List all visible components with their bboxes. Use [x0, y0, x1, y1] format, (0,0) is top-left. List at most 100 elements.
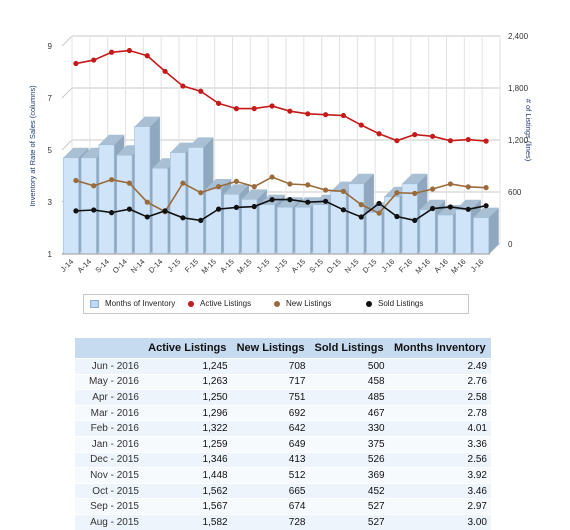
series-point	[144, 199, 150, 205]
series-point	[215, 100, 222, 106]
table-value-cell: 649	[231, 435, 310, 453]
chart: 1 3 5 7 9 0 600 1,200 1,800 2,400 J-14 A-14 S-14 O-14…	[28, 32, 533, 276]
table-month-cell: Feb - 2016	[75, 420, 143, 437]
legend-swatch	[90, 299, 99, 308]
series-point	[162, 208, 168, 214]
x-tick-label: S-14	[93, 257, 111, 275]
bar-top	[455, 199, 481, 210]
series-point	[180, 83, 186, 89]
series-point	[215, 206, 222, 212]
bar	[437, 214, 454, 255]
series-point	[269, 197, 275, 203]
bar-top	[348, 173, 374, 184]
data-table-container: Active Listings New Listings Sold Listings…	[75, 338, 491, 530]
series-point	[483, 185, 489, 191]
table-value-cell: 369	[309, 467, 389, 484]
x-tick-label: N-15	[343, 257, 361, 275]
h-gridline-3d	[61, 139, 73, 151]
y-right-tick-label: 2,400	[508, 32, 529, 41]
y-left-axis-title: Inventory at Rate of Sales (columns)	[28, 85, 37, 207]
table-column-header: Sold Listings	[309, 338, 389, 359]
x-tick-label: M-15	[200, 257, 218, 275]
table-value-cell: 1,250	[143, 389, 232, 406]
series-point	[394, 190, 400, 196]
series-point	[73, 208, 79, 214]
table-value-cell: 1,582	[143, 513, 232, 530]
bar	[169, 152, 186, 255]
series-point	[126, 180, 133, 186]
bar	[223, 193, 240, 255]
table-value-cell: 1,322	[143, 420, 232, 437]
series-point	[91, 57, 97, 63]
bar	[330, 191, 347, 255]
data-table: Active Listings New Listings Sold Listings…	[75, 338, 491, 530]
table-value-cell: 717	[231, 373, 310, 390]
legend-label: Months of Inventory	[105, 299, 176, 308]
y-left-tick-label: 1	[48, 250, 53, 259]
y-right-axis-title: # of Listings (lines)	[524, 99, 533, 162]
series-point	[447, 138, 454, 144]
y-right-tick-label: 1,200	[508, 136, 529, 145]
table-row: Feb - 2016 1,322 642 330 4.01	[75, 420, 491, 437]
bar-top	[419, 199, 446, 210]
series-point	[269, 103, 275, 109]
y-left-tick-label: 9	[48, 42, 53, 51]
y-right-tick-label: 1,800	[508, 84, 529, 93]
table-row: Apr - 2016 1,250 751 485 2.58	[75, 389, 491, 406]
table-value-cell: 728	[231, 513, 310, 530]
series-point	[108, 210, 115, 216]
chart-legend: Months of Inventory Active Listings New Li…	[83, 294, 469, 314]
table-month-cell: Jun - 2016	[75, 358, 143, 375]
y-right-tick-label: 0	[508, 240, 513, 249]
series-point	[287, 197, 293, 203]
x-tick-label: A-16	[432, 257, 450, 275]
table-value-cell: 3.46	[388, 482, 491, 499]
legend-item: Active Listings	[188, 299, 251, 308]
series-point	[251, 184, 257, 190]
series-point	[447, 181, 454, 187]
series-point	[340, 207, 347, 213]
table-value-cell: 692	[231, 404, 310, 421]
x-tick-label: J-15	[166, 257, 183, 274]
x-tick-label: F-15	[183, 257, 200, 274]
series-point	[412, 132, 418, 138]
bar	[205, 188, 222, 255]
table-value-cell: 674	[231, 498, 310, 515]
table-month-cell: Dec - 2015	[75, 451, 143, 468]
bar	[259, 204, 276, 255]
series-point	[269, 174, 275, 180]
series-point	[233, 204, 240, 210]
series-point	[91, 183, 97, 189]
table-value-cell: 512	[231, 467, 310, 484]
table-row: Oct - 2015 1,562 665 452 3.46	[75, 482, 491, 499]
bar-top	[63, 147, 89, 158]
x-tick-label: A-14	[76, 257, 94, 275]
table-value-cell: 708	[231, 358, 310, 375]
series-point	[465, 136, 471, 143]
table-row: Mar - 2016 1,296 692 467 2.78	[75, 404, 491, 421]
bar-top	[402, 173, 428, 184]
table-month-cell: Mar - 2016	[75, 404, 143, 421]
table-value-cell: 2.97	[388, 498, 491, 515]
x-tick-label: M-16	[414, 257, 432, 275]
legend-swatch	[274, 300, 280, 307]
series-point	[108, 49, 115, 55]
h-gridline-3d	[61, 35, 73, 47]
x-tick-label: F-16	[397, 257, 414, 274]
table-month-cell: Aug - 2015	[75, 513, 143, 530]
x-tick-label: M-15	[235, 257, 253, 275]
series-point	[429, 205, 436, 212]
bar-top	[98, 134, 125, 145]
table-column-header: New Listings	[231, 338, 310, 359]
table-month-cell: Apr - 2016	[75, 389, 143, 406]
legend-label: Sold Listings	[378, 299, 424, 308]
bar	[187, 147, 204, 255]
table-value-cell: 2.78	[388, 404, 491, 421]
bar-top	[473, 207, 499, 218]
table-value-cell: 330	[309, 420, 389, 437]
table-row: May - 2016 1,263 717 458 2.76	[75, 373, 491, 390]
bar	[80, 157, 97, 255]
table-row: Sep - 2015 1,567 674 527 2.97	[75, 498, 491, 515]
series-point	[144, 214, 150, 220]
table-month-cell: Oct - 2015	[75, 482, 143, 499]
